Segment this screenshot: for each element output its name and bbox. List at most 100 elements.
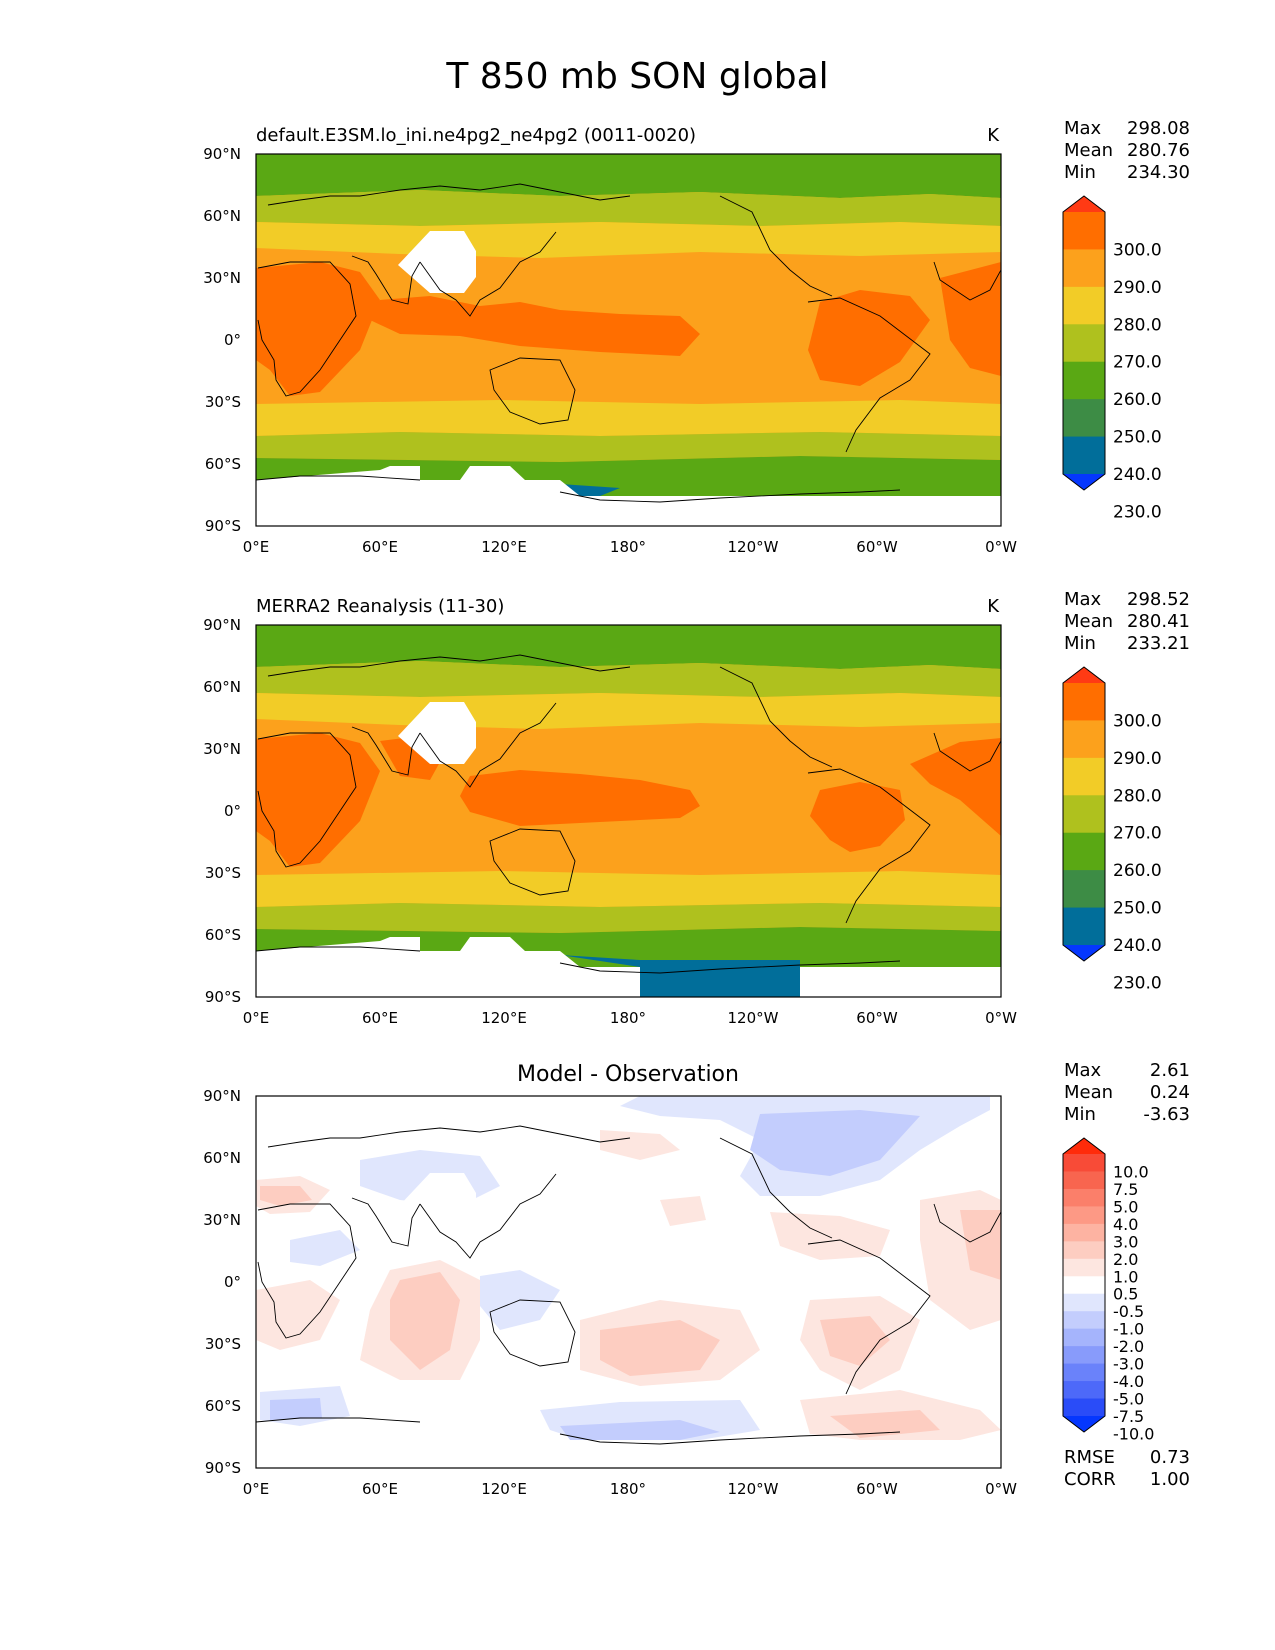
colorbar-tick-label: 300.0 — [1113, 240, 1162, 260]
panel-units: K — [987, 125, 1000, 146]
stat-min-value: -3.63 — [1143, 1104, 1190, 1125]
x-axis-ticks: 0°E 60°E 120°E 180° 120°W 60°W 0°W — [243, 538, 1017, 556]
stat-mean-label: Mean — [1064, 1082, 1113, 1103]
colorbar-segment — [1063, 212, 1105, 250]
y-tick-label: 30°N — [203, 1211, 241, 1229]
panel-units: K — [987, 596, 1000, 617]
metric-corr-label: CORR — [1064, 1469, 1116, 1490]
map-field — [256, 154, 1001, 526]
x-tick-label: 120°E — [481, 1009, 527, 1027]
colorbar-segment — [1063, 399, 1105, 438]
x-axis-ticks: 0°E 60°E 120°E 180° 120°W 60°W 0°W — [243, 1009, 1017, 1027]
y-tick-label: 30°S — [205, 864, 241, 882]
colorbar-outline — [1062, 195, 1106, 491]
colorbar-segment — [1063, 286, 1105, 325]
stat-max-value: 298.08 — [1127, 118, 1190, 139]
colorbar-extend-min — [1063, 945, 1105, 961]
colorbar-tick-label: 10.0 — [1113, 1162, 1149, 1181]
x-tick-label: 60°E — [362, 538, 398, 556]
colorbar-tick-label: -4.0 — [1113, 1372, 1144, 1391]
colorbar-extend-min — [1063, 1416, 1105, 1432]
y-tick-label: 90°N — [203, 145, 241, 163]
stat-max-label: Max — [1064, 118, 1102, 139]
x-tick-label: 0°E — [243, 1009, 270, 1027]
colorbar-segment — [1063, 870, 1105, 909]
colorbar-tick-label: 270.0 — [1113, 353, 1162, 373]
colorbar-segment — [1063, 361, 1105, 400]
map-field — [256, 625, 1001, 997]
x-tick-label: 120°W — [728, 538, 779, 556]
colorbar-tick-label: 280.0 — [1113, 315, 1162, 335]
y-tick-label: 60°S — [205, 926, 241, 944]
map-frame — [255, 624, 1002, 998]
x-tick-label: 60°W — [856, 1480, 898, 1498]
stats-box: Max 298.52 Mean 280.41 Min 233.21 — [1064, 589, 1190, 654]
map-field — [256, 1096, 1001, 1468]
stat-max-value: 298.52 — [1127, 589, 1190, 610]
y-tick-label: 0° — [224, 802, 241, 820]
y-axis-ticks: 90°N 60°N 30°N 0° 30°S 60°S 90°S — [203, 616, 241, 1006]
colorbar-segment — [1063, 1363, 1105, 1382]
stat-min-label: Min — [1064, 1104, 1096, 1125]
coastlines — [256, 1125, 1001, 1445]
coastlines — [256, 654, 1001, 974]
colorbar-tick-label: 2.0 — [1113, 1250, 1138, 1269]
stat-mean-label: Mean — [1064, 611, 1113, 632]
y-tick-label: 0° — [224, 1273, 241, 1291]
y-axis-ticks: 90°N 60°N 30°N 0° 30°S 60°S 90°S — [203, 1087, 241, 1477]
x-tick-label: 0°E — [243, 1480, 270, 1498]
colorbar-segment — [1063, 1398, 1105, 1417]
x-tick-label: 120°E — [481, 1480, 527, 1498]
colorbar-tick-label: 290.0 — [1113, 278, 1162, 298]
y-tick-label: 30°N — [203, 269, 241, 287]
colorbar-tick-label: 240.0 — [1113, 936, 1162, 956]
colorbar-tick-label: 7.5 — [1113, 1180, 1138, 1199]
colorbar-extend-max — [1063, 196, 1105, 212]
colorbar-segment — [1063, 249, 1105, 288]
y-tick-label: 90°S — [205, 1459, 241, 1477]
colorbar-segment — [1063, 1206, 1105, 1225]
x-tick-label: 180° — [610, 1480, 646, 1498]
colorbar-tick-label: -1.0 — [1113, 1320, 1144, 1339]
colorbar: 300.0 290.0 280.0 270.0 260.0 250.0 240.0 230.0 — [1062, 666, 1162, 993]
x-tick-label: 60°W — [856, 538, 898, 556]
colorbar-segment — [1063, 832, 1105, 871]
x-tick-label: 120°W — [728, 1009, 779, 1027]
colorbar-segment — [1063, 1293, 1105, 1312]
colorbar-segment — [1063, 1311, 1105, 1330]
y-tick-label: 30°S — [205, 1335, 241, 1353]
y-tick-label: 90°S — [205, 517, 241, 535]
y-tick-label: 60°S — [205, 455, 241, 473]
coastlines — [256, 183, 1001, 503]
x-tick-label: 60°W — [856, 1009, 898, 1027]
stats-box: Max 298.08 Mean 280.76 Min 234.30 — [1064, 118, 1190, 183]
colorbar-extend-max — [1063, 667, 1105, 683]
colorbar-tick-label: 3.0 — [1113, 1232, 1138, 1251]
y-tick-label: 0° — [224, 331, 241, 349]
colorbar-tick-label: 250.0 — [1113, 899, 1162, 919]
x-axis-ticks: 0°E 60°E 120°E 180° 120°W 60°W 0°W — [243, 1480, 1017, 1498]
y-tick-label: 30°N — [203, 740, 241, 758]
panel-reference: MERRA2 Reanalysis (11-30) K — [203, 589, 1190, 1027]
stat-mean-label: Mean — [1064, 140, 1113, 161]
colorbar-extend-max — [1063, 1138, 1105, 1154]
panel-test: default.E3SM.lo_ini.ne4pg2_ne4pg2 (0011-… — [203, 118, 1190, 556]
stat-min-label: Min — [1064, 162, 1096, 183]
colorbar-tick-label: -7.5 — [1113, 1407, 1144, 1426]
metrics-box: RMSE 0.73 CORR 1.00 — [1064, 1447, 1190, 1490]
x-tick-label: 120°W — [728, 1480, 779, 1498]
colorbar-tick-label: 260.0 — [1113, 861, 1162, 881]
colorbar-extend-min — [1063, 474, 1105, 490]
colorbar-segment — [1063, 1346, 1105, 1365]
stat-max-value: 2.61 — [1150, 1060, 1190, 1081]
colorbar-tick-label: -5.0 — [1113, 1390, 1144, 1409]
colorbar-segment — [1063, 795, 1105, 834]
colorbar: 300.0 290.0 280.0 270.0 260.0 250.0 240.0 230.0 — [1062, 195, 1162, 522]
x-tick-label: 0°W — [985, 1009, 1017, 1027]
map-frame — [255, 153, 1002, 527]
stats-box: Max 2.61 Mean 0.24 Min -3.63 — [1064, 1060, 1190, 1125]
colorbar-segment — [1063, 1381, 1105, 1400]
stat-min-label: Min — [1064, 633, 1096, 654]
colorbar-segment — [1063, 907, 1105, 946]
x-tick-label: 0°W — [985, 1480, 1017, 1498]
